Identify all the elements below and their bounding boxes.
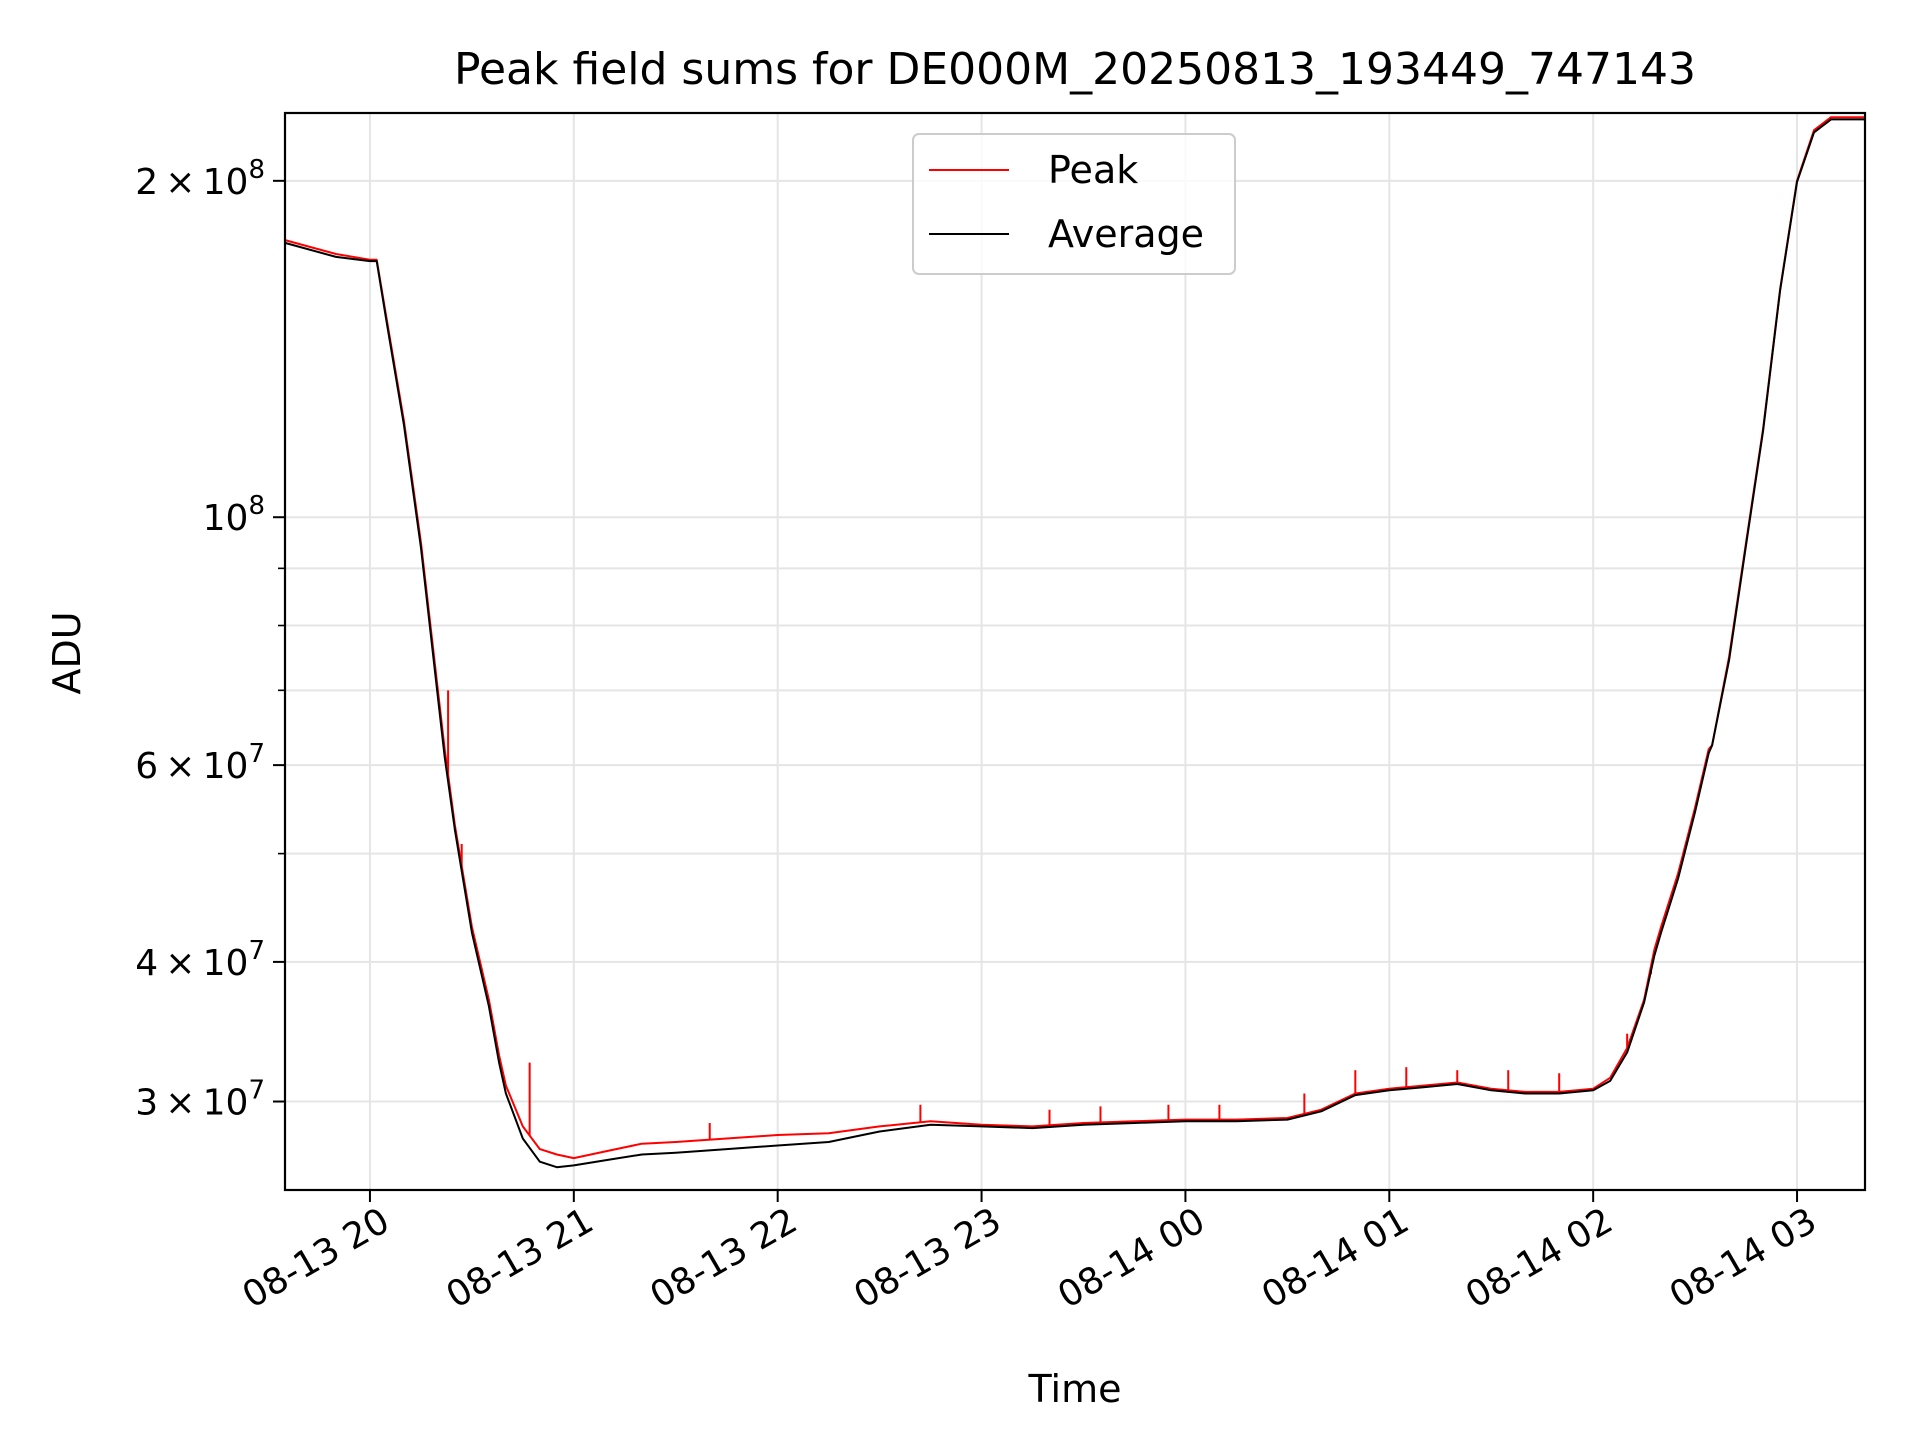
chart-title: Peak field sums for DE000M_20250813_1934… (454, 44, 1696, 95)
y-tick-label: 2 × 108 (135, 155, 265, 203)
legend-label-peak: Peak (1048, 148, 1138, 192)
series-line-average (284, 118, 1866, 1169)
y-tick-label: 4 × 107 (135, 936, 265, 984)
legend-label-average: Average (1048, 212, 1204, 256)
series-layer (284, 116, 1866, 1169)
y-tick-label: 6 × 107 (135, 739, 265, 787)
y-axis-label: ADU (45, 611, 89, 694)
legend: Peak Average (912, 133, 1236, 275)
grid (285, 113, 1865, 1190)
y-axis-ticks: 3 × 107 4 × 107 6 × 107 108 2 × 108 (135, 155, 285, 1124)
axes-frame (283, 111, 1867, 1192)
x-axis-label: Time (1028, 1367, 1122, 1411)
y-tick-label: 3 × 107 (135, 1076, 265, 1124)
y-tick-label: 108 (203, 491, 265, 539)
